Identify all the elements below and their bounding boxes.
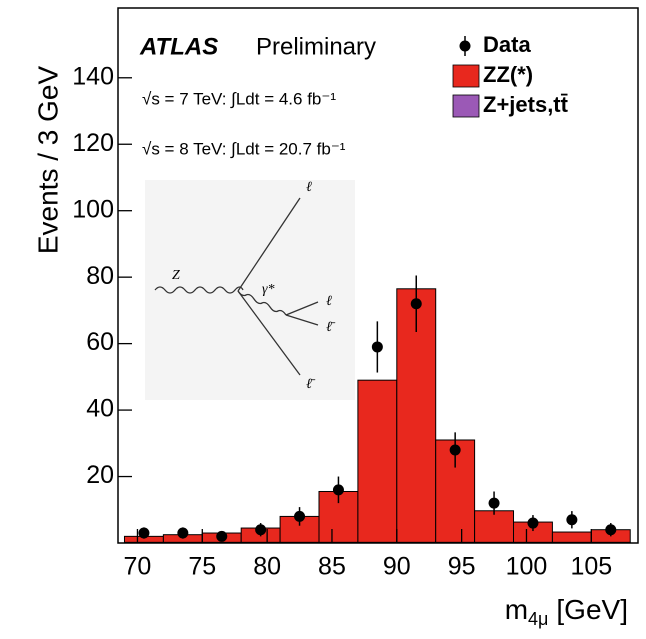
data-point xyxy=(410,298,422,310)
inset-label: ℓ̄ xyxy=(306,377,316,392)
inset-label: ℓ xyxy=(326,294,332,309)
data-point xyxy=(527,517,539,529)
x-axis-label: m4μ [GeV] xyxy=(505,594,628,628)
data-point xyxy=(488,497,500,509)
data-point xyxy=(449,444,461,456)
x-tick-label: 100 xyxy=(506,553,548,581)
data-point xyxy=(332,484,344,496)
data-point xyxy=(605,524,617,536)
histogram-bar xyxy=(474,510,515,543)
x-tick-label: 105 xyxy=(570,553,612,581)
x-tick-label: 90 xyxy=(383,553,411,581)
y-tick-label: 40 xyxy=(86,395,114,423)
data-point xyxy=(566,514,578,526)
histogram-bar xyxy=(551,531,592,543)
x-tick-label: 70 xyxy=(124,553,152,581)
annotation: √s = 8 TeV: ∫Ldt = 20.7 fb⁻¹ xyxy=(142,139,346,158)
legend-label: Data xyxy=(483,32,531,57)
legend-label: Z+jets,tt̄ xyxy=(483,92,569,117)
y-tick-label: 120 xyxy=(72,129,114,157)
inset-label: ℓ̄ xyxy=(326,320,336,335)
y-axis-label: Events / 3 GeV xyxy=(32,66,63,255)
data-point xyxy=(255,524,267,536)
inset-label: Z xyxy=(172,268,180,283)
plot-frame xyxy=(117,7,639,544)
y-tick-label: 60 xyxy=(86,328,114,356)
legend-label: ZZ(*) xyxy=(483,62,533,87)
y-tick-label: 20 xyxy=(86,461,114,489)
data-point xyxy=(138,527,150,539)
chart-title: ATLAS xyxy=(139,33,218,60)
legend-marker xyxy=(459,40,471,52)
x-tick-label: 80 xyxy=(253,553,281,581)
y-tick-label: 80 xyxy=(86,262,114,290)
data-point xyxy=(177,527,189,539)
inset-diagram xyxy=(145,180,355,400)
data-point xyxy=(371,341,383,353)
x-tick-label: 95 xyxy=(448,553,476,581)
y-tick-label: 100 xyxy=(72,195,114,223)
y-tick-label: 140 xyxy=(72,62,114,90)
data-point xyxy=(216,530,228,542)
chart-subtitle: Preliminary xyxy=(256,33,376,60)
x-tick-label: 85 xyxy=(318,553,346,581)
annotation: √s = 7 TeV: ∫Ldt = 4.6 fb⁻¹ xyxy=(142,89,336,108)
x-tick-label: 75 xyxy=(188,553,216,581)
inset-label: ℓ xyxy=(306,180,312,195)
legend-swatch xyxy=(452,94,480,118)
histogram-bar xyxy=(357,379,398,543)
data-point xyxy=(294,510,306,522)
inset-label: γ* xyxy=(262,282,275,297)
legend-swatch xyxy=(452,64,480,88)
